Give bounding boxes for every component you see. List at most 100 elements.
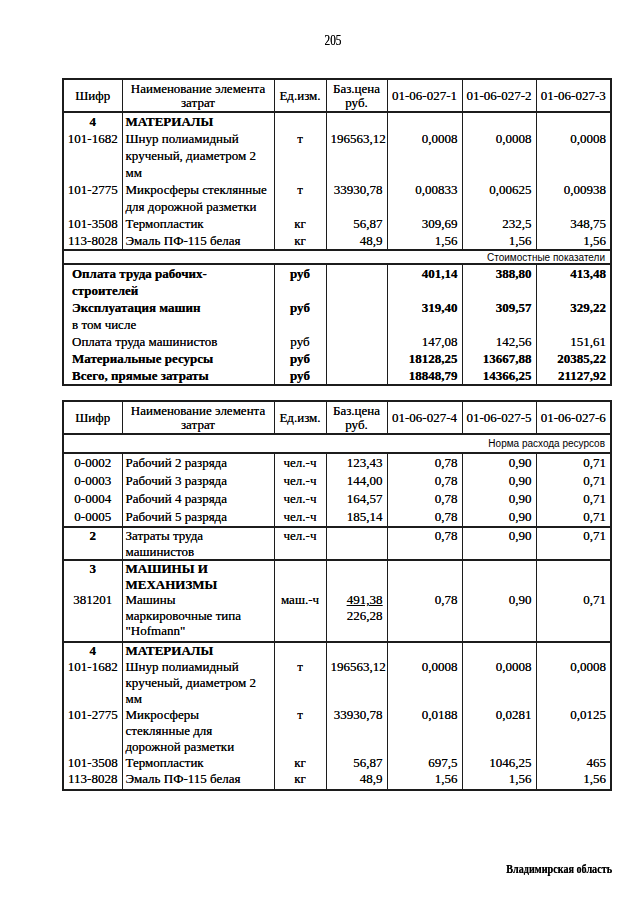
cell-base-price: 185,14 <box>326 508 387 527</box>
cell-code: 101-2775 <box>63 707 122 755</box>
cell-value: 0,78 <box>387 527 462 560</box>
cell-code: 113-8028 <box>63 771 122 790</box>
table-body: 4МАТЕРИАЛЫ101-1682Шнур полиамидный круче… <box>63 112 611 385</box>
cell-value: 0,90 <box>462 592 536 642</box>
cell-value: 319,40 <box>387 299 462 316</box>
cell-base-price <box>326 560 387 592</box>
cell-value <box>536 560 611 592</box>
cell-unit: т <box>274 707 326 755</box>
cell-unit: руб <box>274 333 326 350</box>
cell-value: 329,22 <box>536 299 611 316</box>
cell-base-price: 33930,78 <box>326 181 387 215</box>
column-header: 01-06-027-2 <box>462 79 536 112</box>
cell-value: 21127,92 <box>536 367 611 385</box>
cell-name: Эмаль ПФ-115 белая <box>122 232 274 250</box>
cell-code: 101-3508 <box>63 215 122 232</box>
cell-value: 0,90 <box>462 508 536 527</box>
cell-base-price <box>326 527 387 560</box>
table-row: 2Затраты труда машинистовчел.-ч0,780,900… <box>63 527 611 560</box>
cell-unit: т <box>274 659 326 707</box>
cell-base-price: 491,38226,28 <box>326 592 387 642</box>
section-note: Норма расхода ресурсов <box>63 434 611 453</box>
cell-unit <box>274 112 326 130</box>
cell-unit: руб <box>274 367 326 385</box>
cell-unit: чел.-ч <box>274 490 326 508</box>
cell-name: МАТЕРИАЛЫ <box>122 642 274 659</box>
cell-code: 101-3508 <box>63 755 122 771</box>
cell-value: 147,08 <box>387 333 462 350</box>
table-row: 0-0005Рабочий 5 разрядачел.-ч185,140,780… <box>63 508 611 527</box>
cell-value: 0,78 <box>387 472 462 490</box>
cell-value: 309,69 <box>387 215 462 232</box>
cell-unit: руб <box>274 350 326 367</box>
cell-name: Рабочий 4 разряда <box>122 490 274 508</box>
table-row: Всего, прямые затратыруб18848,7914366,25… <box>63 367 611 385</box>
cell-value: 0,0188 <box>387 707 462 755</box>
cell-value: 0,78 <box>387 508 462 527</box>
cell-value: 0,90 <box>462 527 536 560</box>
header-row: ШифрНаименование элемента затратЕд.изм.Б… <box>63 401 611 434</box>
cell-value: 13667,88 <box>462 350 536 367</box>
cell-base-price: 33930,78 <box>326 707 387 755</box>
cell-unit: т <box>274 181 326 215</box>
cell-value: 0,0008 <box>387 659 462 707</box>
cell-value: 0,0008 <box>462 659 536 707</box>
cell-value <box>387 642 462 659</box>
cost-indicators-table: ШифрНаименование элемента затратЕд.изм.Б… <box>62 78 612 386</box>
cell-label: Эксплуатация машин <box>63 299 274 316</box>
cell-base-price <box>326 367 387 385</box>
cell-value: 0,78 <box>387 490 462 508</box>
section-note-row: Норма расхода ресурсов <box>63 434 611 453</box>
cell-base-price <box>326 264 387 299</box>
column-header: Шифр <box>63 79 122 112</box>
cell-value: 348,75 <box>536 215 611 232</box>
table-row: 0-0002Рабочий 2 разрядачел.-ч123,430,780… <box>63 453 611 472</box>
cell-value: 465 <box>536 755 611 771</box>
cell-value <box>462 642 536 659</box>
column-header: 01-06-027-5 <box>462 401 536 434</box>
cell-unit: руб <box>274 299 326 316</box>
column-header: Наименование элемента затрат <box>122 401 274 434</box>
cell-code: 4 <box>63 112 122 130</box>
cell-value: 1,56 <box>536 232 611 250</box>
table-row: в том числе <box>63 316 611 333</box>
page-number: 205 <box>93 32 573 49</box>
table-row: 381201Машины маркировочные типа "Hofmann… <box>63 592 611 642</box>
table-row: 101-1682Шнур полиамидный крученый, диаме… <box>63 130 611 181</box>
table-row: 0-0003Рабочий 3 разрядачел.-ч144,000,780… <box>63 472 611 490</box>
cell-value: 0,0008 <box>536 130 611 181</box>
cell-unit: маш.-ч <box>274 592 326 642</box>
cell-unit: кг <box>274 755 326 771</box>
cell-value: 0,71 <box>536 453 611 472</box>
cell-value: 413,48 <box>536 264 611 299</box>
column-header: 01-06-027-1 <box>387 79 462 112</box>
region-label: Владимирская область <box>135 861 612 877</box>
cell-base-price: 196563,12 <box>326 130 387 181</box>
cell-value <box>387 112 462 130</box>
column-header: Шифр <box>63 401 122 434</box>
cell-value: 697,5 <box>387 755 462 771</box>
cell-value: 0,00938 <box>536 181 611 215</box>
cell-code: 3 <box>63 560 122 592</box>
cell-unit: чел.-ч <box>274 472 326 490</box>
resource-norms-table: ШифрНаименование элемента затратЕд.изм.Б… <box>62 400 612 791</box>
cell-value: 388,80 <box>462 264 536 299</box>
table-body: Норма расхода ресурсов0-0002Рабочий 2 ра… <box>63 434 611 790</box>
cell-name: МАТЕРИАЛЫ <box>122 112 274 130</box>
table-row: 101-3508Термопластиккг56,87309,69232,534… <box>63 215 611 232</box>
cell-value: 1,56 <box>536 771 611 790</box>
cell-unit <box>274 642 326 659</box>
cell-name: Рабочий 2 разряда <box>122 453 274 472</box>
cell-unit: кг <box>274 215 326 232</box>
cell-name: Шнур полиамидный крученый, диаметром 2 м… <box>122 130 274 181</box>
cell-base-price: 164,57 <box>326 490 387 508</box>
cell-value: 0,90 <box>462 453 536 472</box>
cell-base-price <box>326 299 387 316</box>
cell-value: 0,71 <box>536 592 611 642</box>
cell-code: 113-8028 <box>63 232 122 250</box>
table-row: 4МАТЕРИАЛЫ <box>63 642 611 659</box>
cell-name: Шнур полиамидный крученый, диаметром 2 м… <box>122 659 274 707</box>
table-row: 0-0004Рабочий 4 разрядачел.-ч164,570,780… <box>63 490 611 508</box>
cell-name: Эмаль ПФ-115 белая <box>122 771 274 790</box>
cell-code: 0-0002 <box>63 453 122 472</box>
